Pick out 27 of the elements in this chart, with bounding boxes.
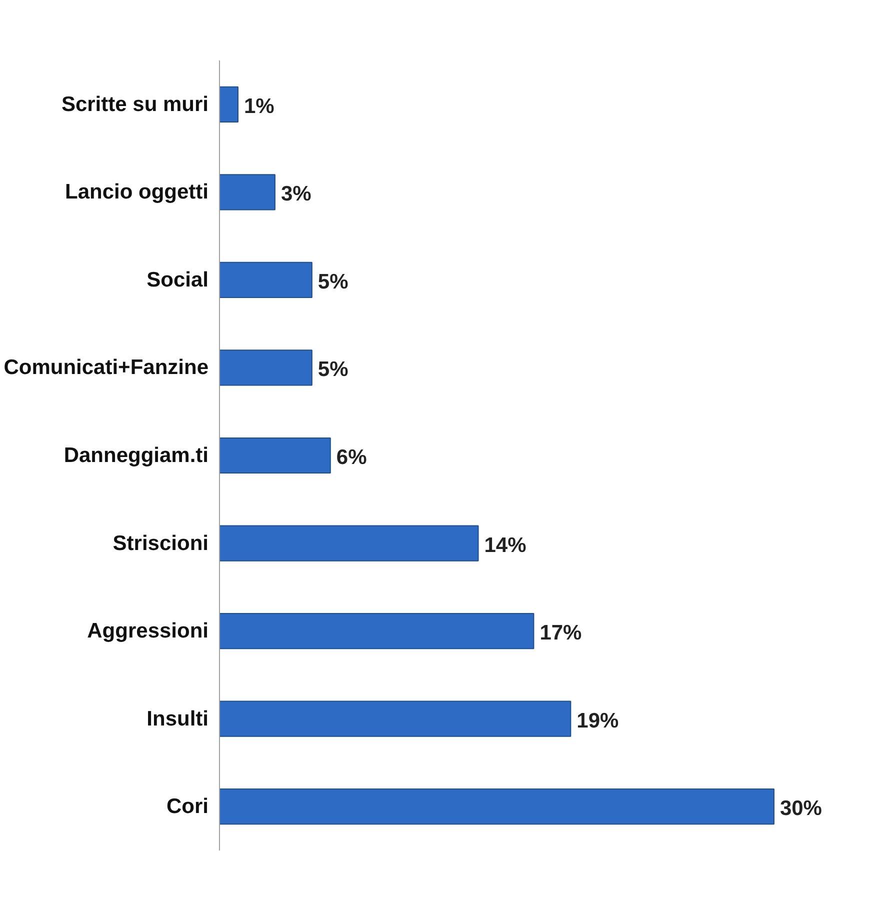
data-label: 3% [280, 182, 312, 206]
y-tick-label: Danneggiam.ti [64, 444, 209, 467]
data-label: 6% [336, 446, 368, 469]
bar [220, 174, 276, 210]
y-tick-label: Insulti [146, 707, 209, 730]
y-tick-label: Striscioni [112, 532, 209, 555]
y-tick-label: Comunicati+Fanzine [4, 356, 208, 380]
bar [220, 700, 572, 737]
y-tick-label: Scritte su muri [61, 92, 209, 116]
data-label: 5% [318, 270, 349, 294]
y-tick-label: Cori [166, 795, 208, 818]
bar [220, 350, 312, 386]
y-tick-label: Lancio oggetti [65, 180, 209, 204]
data-label: 19% [576, 709, 620, 732]
bar [220, 613, 534, 650]
bar [220, 262, 312, 298]
bar [220, 86, 238, 122]
data-label: 1% [244, 94, 275, 118]
data-label: 5% [318, 358, 349, 382]
bar [220, 525, 479, 562]
bar [220, 437, 331, 474]
data-label: 17% [540, 622, 582, 645]
y-tick-label: Aggressioni [87, 620, 209, 643]
data-label: 14% [484, 534, 527, 557]
data-label: 30% [780, 797, 822, 820]
bar [220, 788, 774, 825]
y-tick-label: Social [146, 268, 209, 292]
